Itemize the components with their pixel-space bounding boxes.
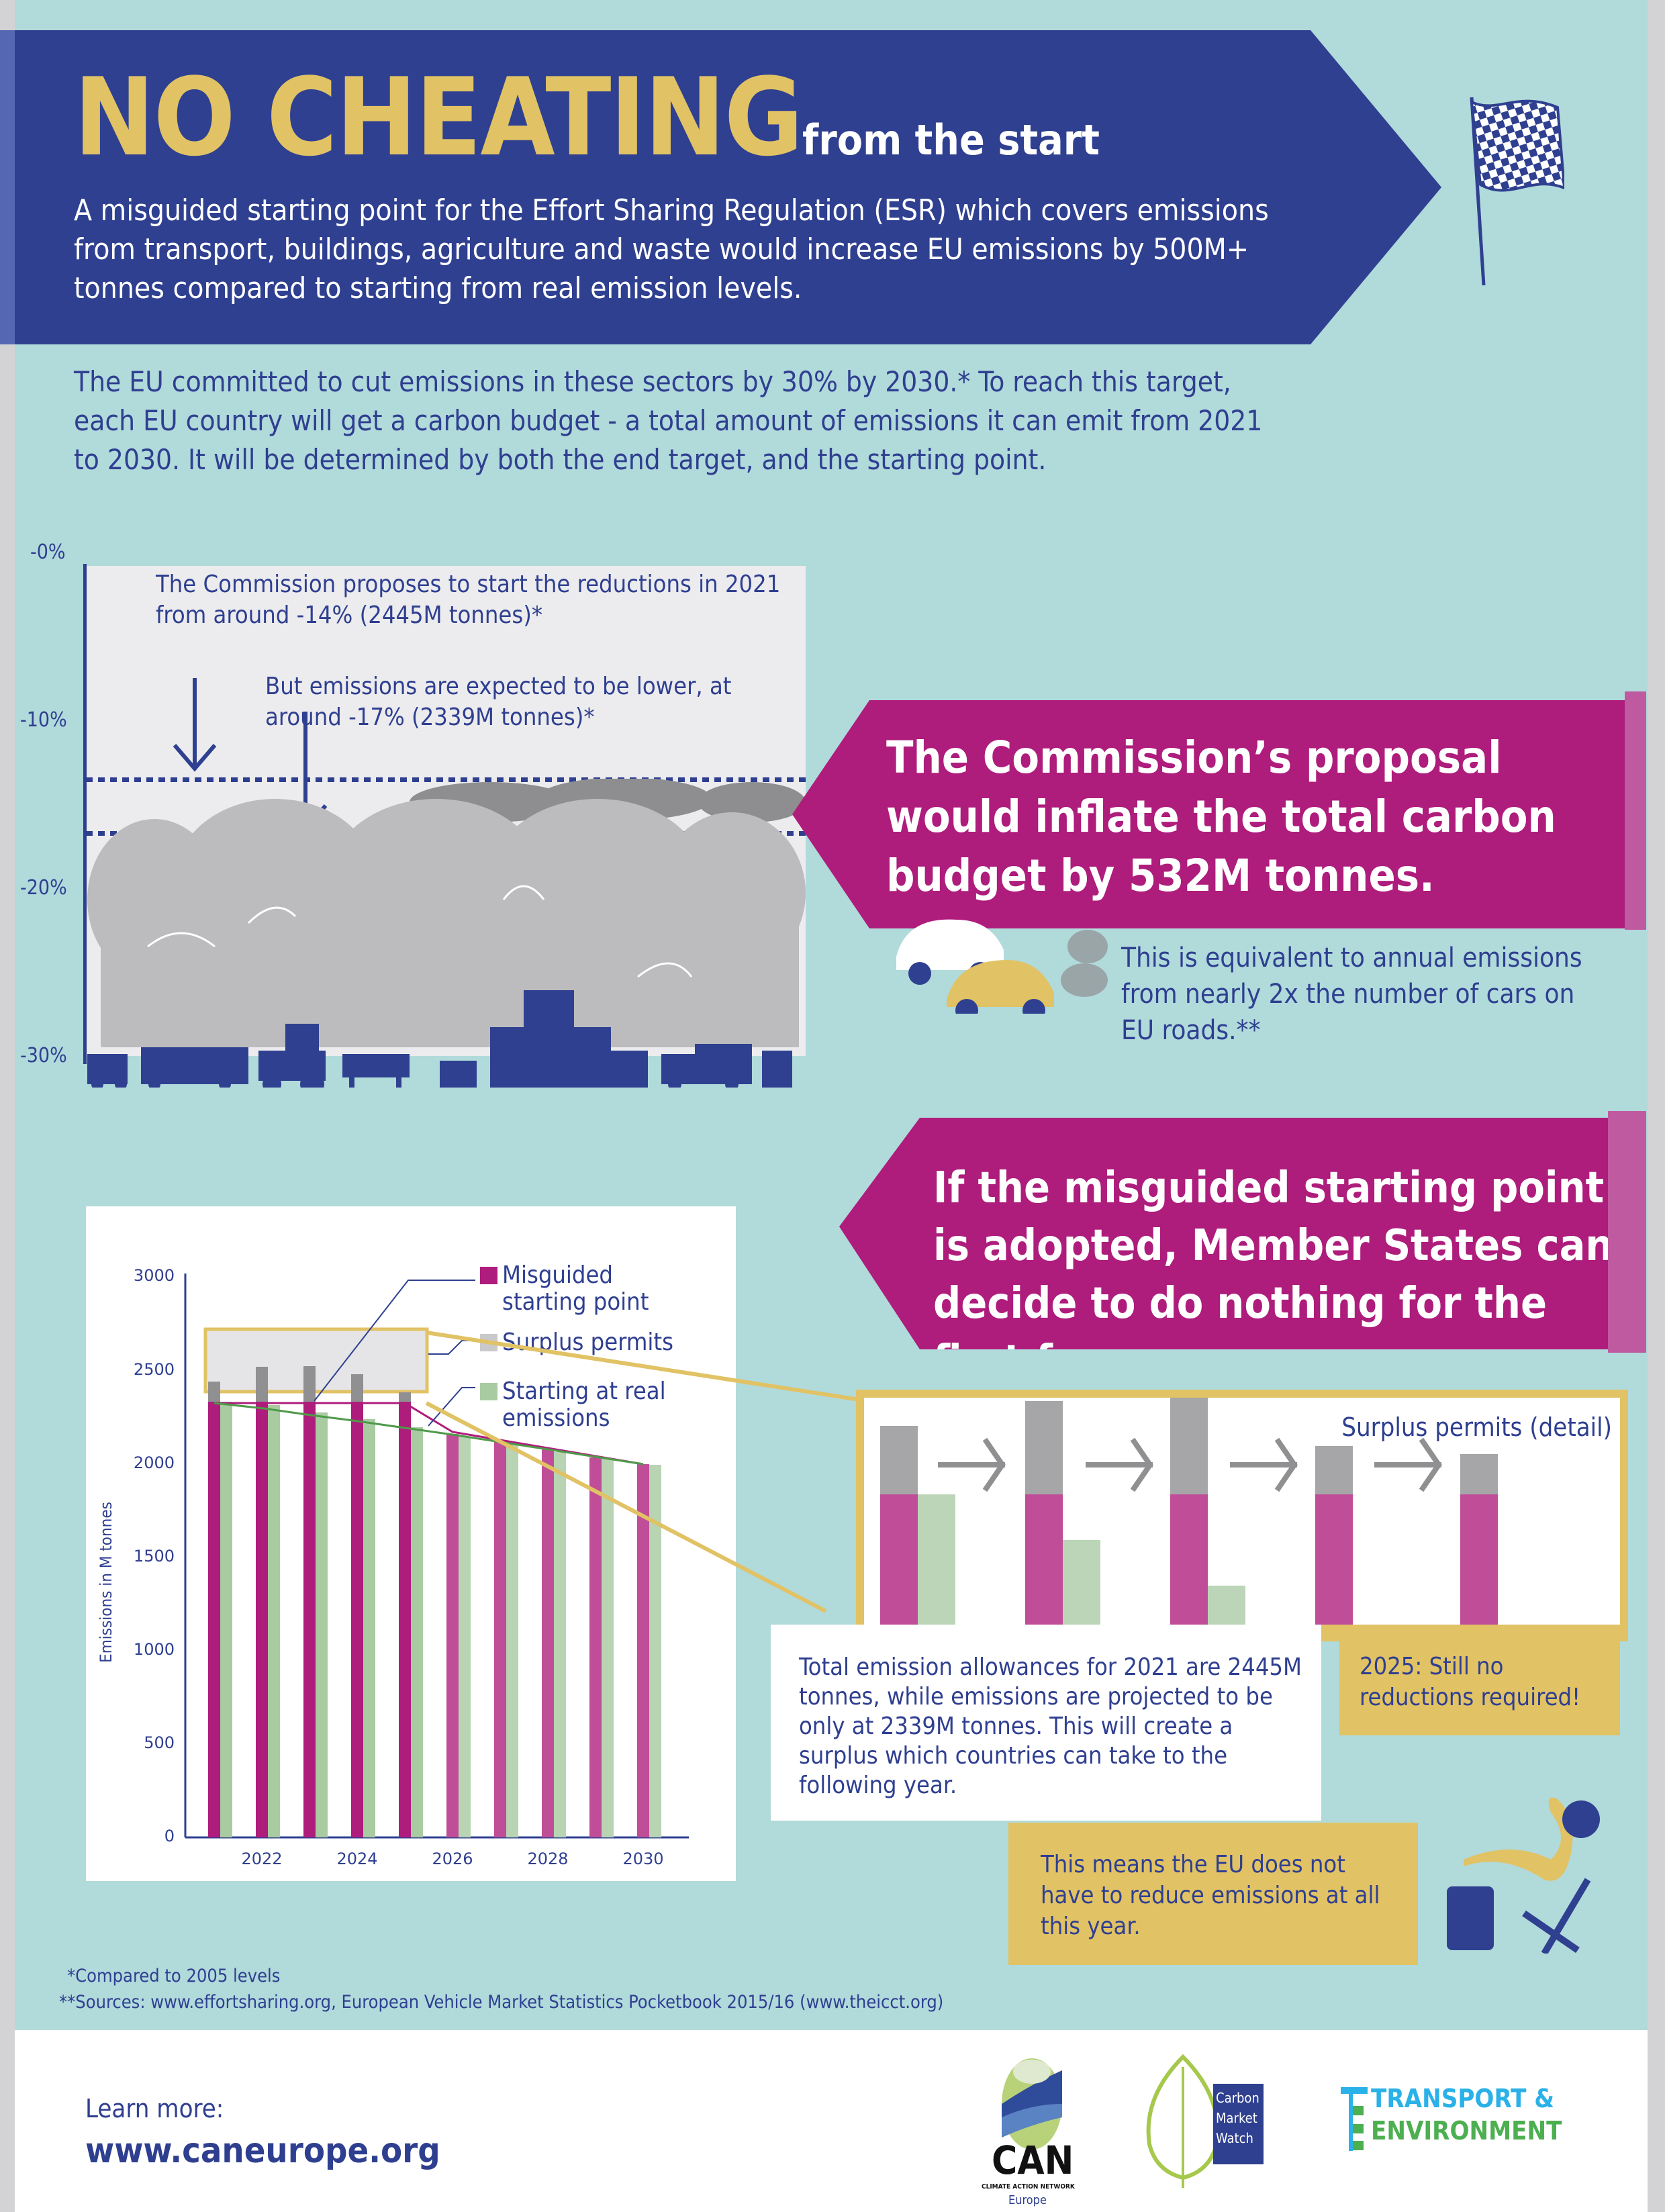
year-2025-text: 2025: Still no reductions required! <box>1360 1653 1581 1711</box>
svg-text:0: 0 <box>164 1827 175 1845</box>
svg-text:2022: 2022 <box>241 1849 282 1868</box>
no-reduction-box: This means the EU does not have to reduc… <box>1008 1823 1418 1965</box>
learn-more-label: Learn more: <box>85 2094 224 2123</box>
can-region: Europe <box>1008 2193 1047 2207</box>
svg-text:Emissions in M tonnes: Emissions in M tonnes <box>97 1502 115 1663</box>
footer: Learn more: www.caneurope.org CAN CLIMAT… <box>15 2030 1648 2212</box>
carbon-market-watch-logo: Carbon Market Watch <box>1136 2054 1311 2188</box>
legend-real: Starting at real emissions <box>502 1378 666 1432</box>
svg-text:2000: 2000 <box>134 1453 175 1472</box>
te-line-2: ENVIRONMENT <box>1371 2116 1562 2146</box>
callout-budget-text: The Commission’s proposal would inflate … <box>886 732 1556 902</box>
intro-text: The EU committed to cut emissions in the… <box>74 365 1263 476</box>
callout-nothing-text: If the misguided starting point is adopt… <box>933 1163 1613 1386</box>
footnote-sources: **Sources: www.effortsharing.org, Europe… <box>59 1992 944 2013</box>
svg-text:3000: 3000 <box>134 1266 175 1285</box>
page-title: NO CHEATING <box>74 54 804 180</box>
cmw-line-3: Watch <box>1216 2130 1253 2146</box>
legend-swatch-misguided <box>480 1267 497 1284</box>
tick-0: -0% <box>30 540 66 564</box>
surplus-explanation-box: Total emission allowances for 2021 are 2… <box>771 1625 1321 1821</box>
emissions-cloud-icon <box>87 779 806 1047</box>
callout-nothing: If the misguided starting point is adopt… <box>839 1118 1608 1349</box>
legend-misguided: Misguided starting point <box>502 1261 649 1316</box>
svg-text:2500: 2500 <box>134 1360 175 1379</box>
zoom-connector-lines <box>425 1331 860 1613</box>
legend-swatch-real <box>480 1383 497 1400</box>
note-commission: The Commission proposes to start the red… <box>156 571 781 629</box>
equivalence-text: This is equivalent to annual emissions f… <box>1121 943 1582 1046</box>
svg-text:2028: 2028 <box>527 1849 568 1868</box>
page-subtitle: from the start <box>802 115 1100 164</box>
checkered-flag-icon <box>1470 97 1564 286</box>
tick-30: -30% <box>20 1044 67 1067</box>
svg-text:2030: 2030 <box>622 1849 663 1868</box>
left-border <box>0 0 15 2212</box>
cmw-line-2: Market <box>1216 2110 1257 2126</box>
can-subtitle: CLIMATE ACTION NETWORK <box>982 2183 1075 2191</box>
te-mark-icon <box>1341 2087 1368 2151</box>
svg-text:500: 500 <box>144 1733 175 1752</box>
sector-icons <box>87 990 792 1088</box>
note-expected: But emissions are expected to be lower, … <box>265 673 732 731</box>
header-banner <box>15 30 1441 344</box>
svg-text:2024: 2024 <box>336 1849 377 1868</box>
footnote-compared: *Compared to 2005 levels <box>67 1966 281 1986</box>
relaxing-person-icon <box>1447 1797 1600 1954</box>
te-line-1: TRANSPORT & <box>1371 2084 1555 2113</box>
legend-surplus: Surplus permits <box>502 1329 673 1356</box>
emissions-bar-chart: 3000 2500 2000 1500 1000 500 0 Emissions in M… <box>97 1266 689 1868</box>
tick-20: -20% <box>20 876 67 900</box>
svg-text:2026: 2026 <box>432 1849 473 1868</box>
can-globe-icon <box>1002 2058 1062 2150</box>
transport-environment-logo: TRANSPORT & ENVIRONMENT <box>1341 2084 1623 2158</box>
header-lede: A misguided starting point for the Effor… <box>74 193 1269 305</box>
svg-text:1500: 1500 <box>134 1547 175 1566</box>
cmw-line-1: Carbon <box>1216 2090 1259 2106</box>
can-title: CAN <box>992 2137 1074 2183</box>
year-2025-box: 2025: Still no reductions required! <box>1339 1628 1620 1735</box>
surplus-detail-box: Surplus permits (detail) <box>856 1390 1628 1641</box>
callout-budget: The Commission’s proposal would inflate … <box>792 700 1625 928</box>
tick-10: -10% <box>20 708 67 732</box>
surplus-detail-inner: Surplus permits (detail) <box>864 1398 1620 1625</box>
callout-nothing-side <box>1608 1111 1646 1353</box>
surplus-explanation-text: Total emission allowances for 2021 are 2… <box>799 1653 1302 1799</box>
commission-start-line <box>86 777 806 782</box>
can-europe-logo: CAN CLIMATE ACTION NETWORK Europe <box>982 2057 1082 2211</box>
right-border <box>1648 0 1665 2212</box>
learn-more-link[interactable]: www.caneurope.org <box>85 2131 440 2171</box>
percent-axis <box>83 564 87 1064</box>
svg-text:1000: 1000 <box>134 1640 175 1659</box>
cmw-label: Carbon Market Watch <box>1213 2084 1264 2164</box>
surplus-detail-chart <box>880 1398 1498 1625</box>
cars-icon <box>896 919 1108 1014</box>
callout-budget-side <box>1625 691 1646 930</box>
surplus-detail-title: Surplus permits (detail) <box>1341 1412 1612 1442</box>
no-reduction-text: This means the EU does not have to reduc… <box>1041 1851 1380 1940</box>
